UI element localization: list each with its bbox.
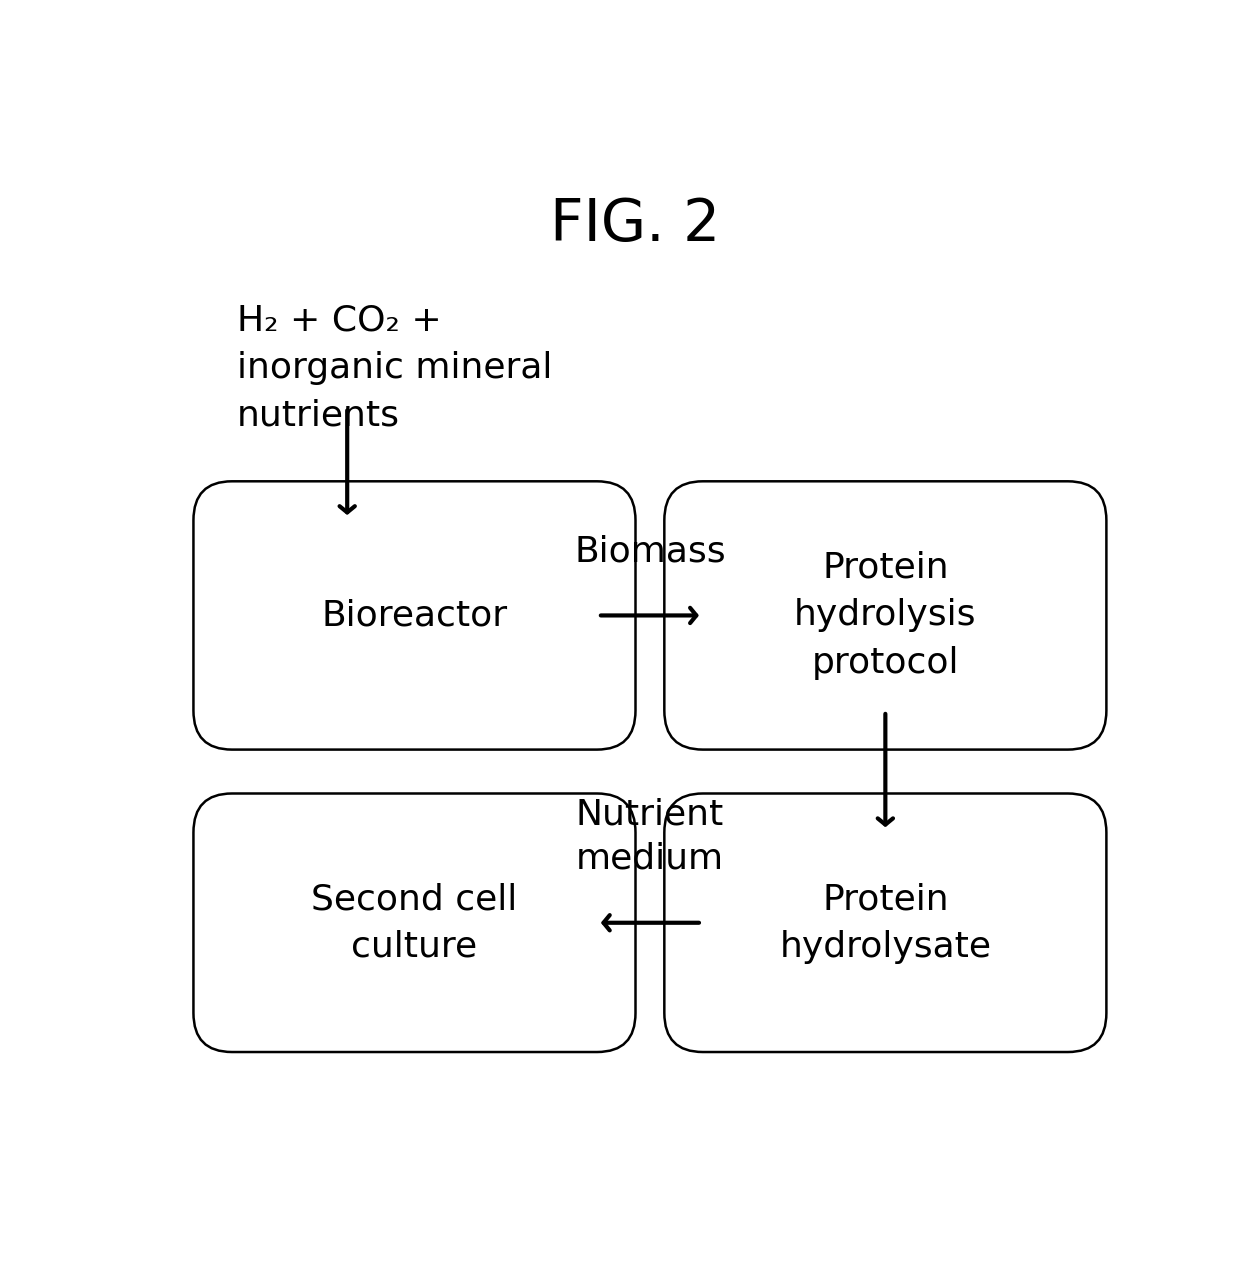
Text: Nutrient
medium: Nutrient medium bbox=[575, 797, 724, 875]
Text: Second cell
culture: Second cell culture bbox=[311, 882, 517, 963]
Text: Biomass: Biomass bbox=[574, 535, 725, 569]
Text: Bioreactor: Bioreactor bbox=[321, 598, 507, 632]
Text: H₂ + CO₂ +
inorganic mineral
nutrients: H₂ + CO₂ + inorganic mineral nutrients bbox=[237, 303, 552, 432]
FancyBboxPatch shape bbox=[665, 793, 1106, 1052]
FancyBboxPatch shape bbox=[193, 793, 635, 1052]
Text: Protein
hydrolysis
protocol: Protein hydrolysis protocol bbox=[794, 551, 977, 680]
Text: FIG. 2: FIG. 2 bbox=[551, 196, 720, 253]
FancyBboxPatch shape bbox=[665, 481, 1106, 750]
Text: Protein
hydrolysate: Protein hydrolysate bbox=[780, 882, 991, 963]
FancyBboxPatch shape bbox=[193, 481, 635, 750]
